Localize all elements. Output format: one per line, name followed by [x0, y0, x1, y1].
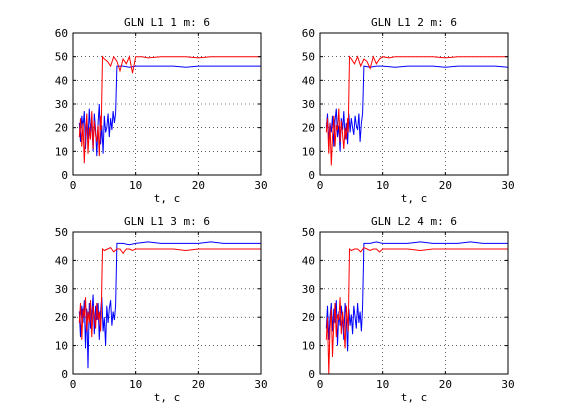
axes-frame	[72, 231, 262, 375]
plot-area	[320, 232, 508, 374]
x-tick-label: 10	[129, 378, 142, 391]
y-tick-label: 0	[61, 368, 68, 381]
y-tick-label: 20	[302, 122, 315, 135]
subplot-title: GLN L2 4 m: 6	[371, 215, 457, 228]
x-axis-label: t, c	[401, 391, 428, 404]
y-tick-label: 50	[55, 226, 68, 239]
subplot-title: GLN L1 2 m: 6	[371, 16, 457, 29]
y-tick-label: 0	[308, 368, 315, 381]
subplot-2: GLN L1 2 m: 6 t, c 0 10 20 30 0 10 20 30 40 50 60	[302, 16, 515, 205]
x-tick-label: 30	[254, 179, 267, 192]
series-line-2	[325, 246, 508, 375]
axes-frame	[319, 231, 509, 375]
x-axis-label: t, c	[401, 192, 428, 205]
x-tick-label: 30	[501, 179, 514, 192]
y-tick-label: 40	[302, 74, 315, 87]
x-tick-label: 30	[501, 378, 514, 391]
subplot-title: GLN L1 1 m: 6	[124, 16, 210, 29]
x-tick-label: 0	[70, 378, 77, 391]
y-tick-label: 20	[302, 311, 315, 324]
y-tick-label: 40	[55, 74, 68, 87]
y-tick-label: 50	[55, 51, 68, 64]
subplot-1: GLN L1 1 m: 6 t, c 0 10 20 30 0 10 20 30 40 50 60	[55, 16, 268, 205]
y-tick-label: 30	[302, 283, 315, 296]
y-tick-label: 60	[55, 27, 68, 40]
y-tick-label: 50	[302, 51, 315, 64]
series-line-2	[325, 55, 508, 166]
y-tick-label: 40	[302, 254, 315, 267]
plot-area	[73, 232, 261, 374]
x-axis-label: t, c	[154, 192, 181, 205]
series-line-1	[78, 65, 261, 157]
y-tick-label: 0	[308, 169, 315, 182]
y-tick-label: 10	[55, 145, 68, 158]
subplot-4: GLN L2 4 m: 6 t, c 0 10 20 30 0 10 20 30 40 50	[302, 215, 515, 404]
y-tick-label: 30	[55, 283, 68, 296]
y-tick-label: 30	[55, 98, 68, 111]
x-tick-label: 10	[129, 179, 142, 192]
x-tick-label: 0	[317, 179, 324, 192]
series-line-1	[78, 241, 261, 369]
series-line-2	[78, 55, 261, 164]
x-tick-label: 10	[376, 179, 389, 192]
y-tick-label: 40	[55, 254, 68, 267]
subplot-3: GLN L1 3 m: 6 t, c 0 10 20 30 0 10 20 30 40 50	[55, 215, 268, 404]
x-tick-label: 0	[317, 378, 324, 391]
x-tick-label: 20	[439, 179, 452, 192]
y-tick-label: 60	[302, 27, 315, 40]
x-tick-label: 20	[439, 378, 452, 391]
subplot-title: GLN L1 3 m: 6	[124, 215, 210, 228]
series-line-2	[78, 246, 261, 340]
y-tick-label: 30	[302, 98, 315, 111]
y-tick-label: 0	[61, 169, 68, 182]
y-tick-label: 10	[55, 340, 68, 353]
x-axis-label: t, c	[154, 391, 181, 404]
y-tick-label: 10	[302, 340, 315, 353]
x-tick-label: 10	[376, 378, 389, 391]
x-tick-label: 20	[192, 179, 205, 192]
x-tick-label: 30	[254, 378, 267, 391]
y-tick-label: 10	[302, 145, 315, 158]
x-tick-label: 0	[70, 179, 77, 192]
y-tick-label: 20	[55, 311, 68, 324]
y-tick-label: 50	[302, 226, 315, 239]
series-line-1	[325, 65, 509, 152]
x-tick-label: 20	[192, 378, 205, 391]
y-tick-label: 20	[55, 122, 68, 135]
